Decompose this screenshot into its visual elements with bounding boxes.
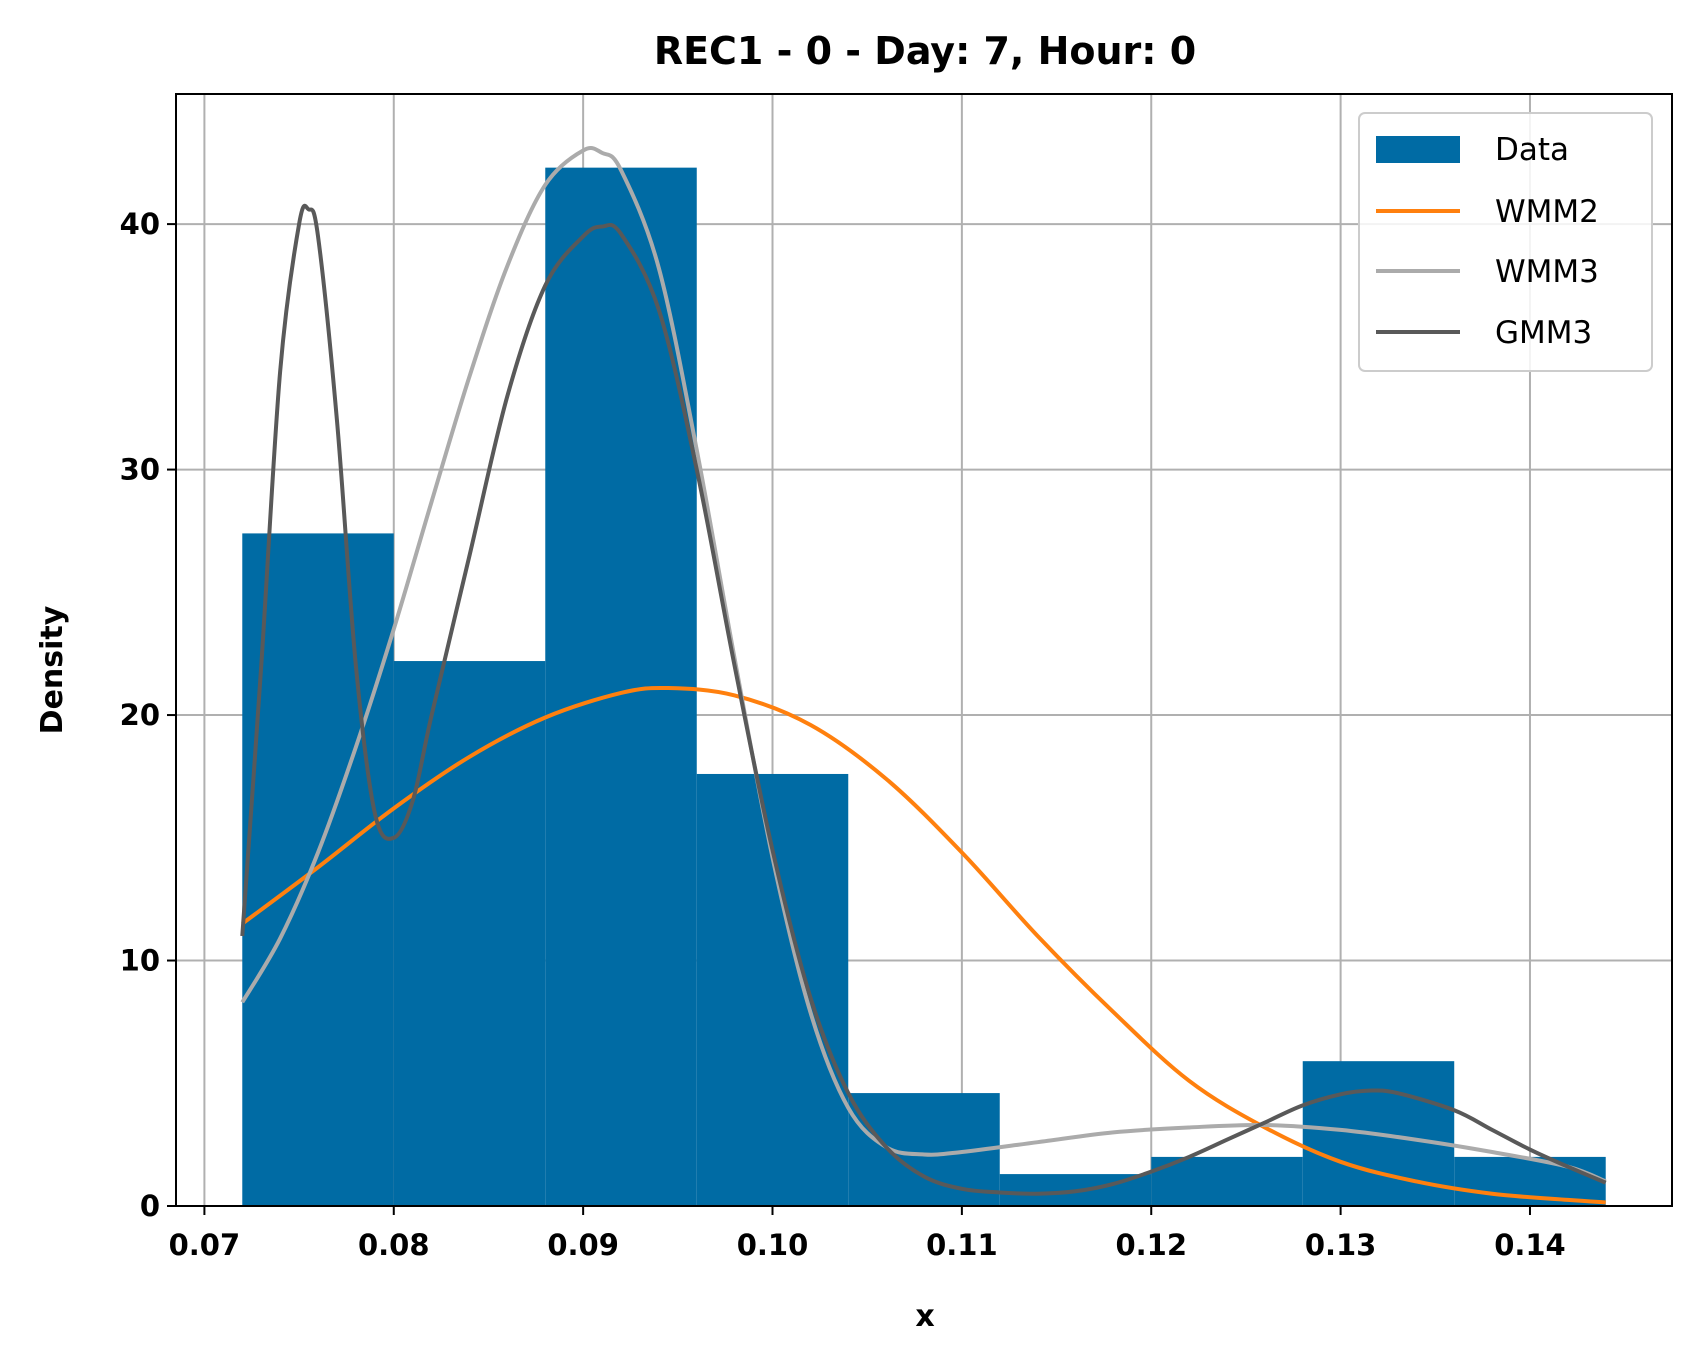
- plot-frame: [175, 93, 1673, 1207]
- x-tick-label: 0.08: [358, 1228, 430, 1262]
- histogram-bar: [393, 661, 546, 1206]
- y-tick-label: 0: [140, 1189, 160, 1223]
- density-lines: [240, 146, 1607, 1205]
- legend-label-wmm3: WMM3: [1495, 254, 1599, 290]
- y-axis-label: Density: [35, 605, 70, 734]
- histogram-bar: [696, 773, 849, 1206]
- legend-label-data: Data: [1495, 132, 1569, 168]
- histogram-bar: [1151, 1156, 1303, 1206]
- x-tick-label: 0.07: [169, 1228, 241, 1262]
- x-tick-label: 0.11: [926, 1228, 998, 1262]
- y-tick-label: 30: [120, 453, 160, 487]
- line-gmm3: [240, 203, 1607, 1196]
- line-wmm2: [241, 685, 1606, 1205]
- legend-label-wmm2: WMM2: [1495, 194, 1599, 230]
- x-tick-label: 0.10: [737, 1228, 809, 1262]
- x-tick-label: 0.12: [1115, 1228, 1187, 1262]
- x-axis-label: x: [915, 1299, 934, 1334]
- axis-ticks: 0.07 0.08 0.09 0.10 0.11 0.12 0.13 0.14 0 10 20 30 4…: [120, 207, 1566, 1262]
- legend-label-gmm3: GMM3: [1495, 315, 1592, 351]
- y-tick-label: 10: [120, 944, 160, 978]
- x-tick-label: 0.13: [1305, 1228, 1377, 1262]
- x-tick-label: 0.09: [547, 1228, 619, 1262]
- legend-box: [1358, 112, 1653, 372]
- y-tick-label: 40: [120, 207, 160, 241]
- legend-swatch-data: [1376, 136, 1460, 163]
- chart-title: REC1 - 0 - Day: 7, Hour: 0: [654, 29, 1196, 73]
- x-tick-label: 0.14: [1494, 1228, 1566, 1262]
- y-tick-label: 20: [120, 698, 160, 732]
- legend: Data WMM2 WMM3 GMM3: [1358, 112, 1653, 372]
